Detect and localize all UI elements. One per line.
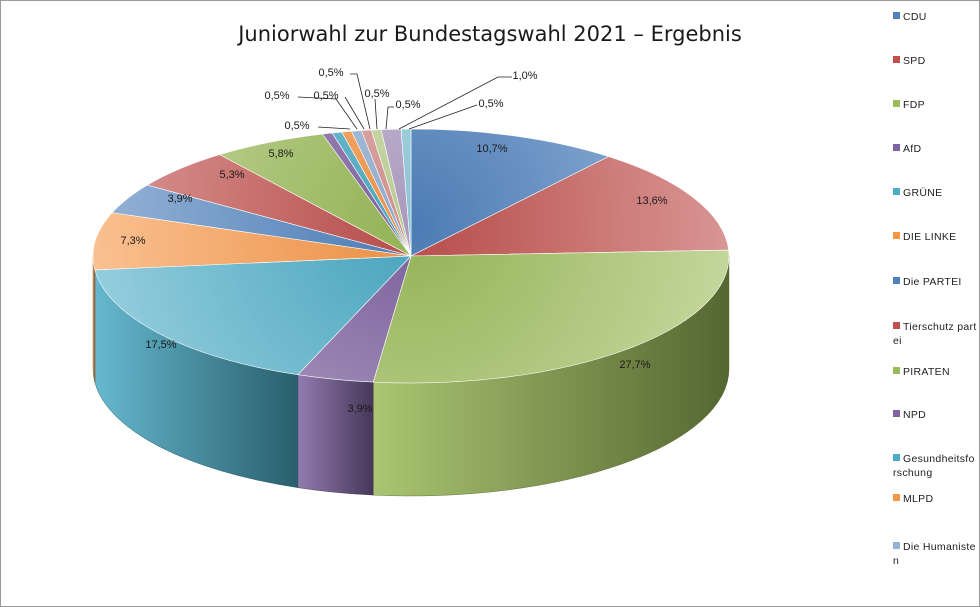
legend-swatch: [893, 367, 900, 374]
chart-title: Juniorwahl zur Bundestagswahl 2021 – Erg…: [238, 22, 742, 46]
legend-item: SPD: [893, 54, 977, 68]
pie-slice-die-linke: [92, 212, 412, 271]
legend-swatch: [893, 188, 900, 195]
leader-line: [317, 126, 351, 130]
legend-label: MLPD: [903, 493, 934, 505]
legend-swatch: [893, 277, 900, 284]
data-label: 0,5%: [395, 99, 420, 111]
pie-side-slice: [297, 374, 374, 496]
data-label: 27,7%: [619, 359, 650, 371]
legend-label: Die PARTEI: [903, 276, 962, 288]
leader-line: [408, 104, 478, 130]
leader-line: [344, 96, 365, 130]
leader-line: [398, 76, 512, 130]
legend-label: AfD: [903, 143, 922, 155]
legend-swatch: [893, 494, 900, 501]
legend-label: Gesundheitsforschung: [893, 453, 975, 479]
legend-item: MLPD: [893, 492, 977, 506]
legend-label: FDP: [903, 99, 925, 111]
legend-swatch: [893, 542, 900, 549]
legend-item: DIE LINKE: [893, 230, 977, 244]
legend-item: NPD: [893, 408, 977, 422]
data-label: 0,5%: [284, 120, 309, 132]
legend-swatch: [893, 144, 900, 151]
pie-slice-fdp: [372, 249, 730, 384]
data-label: 13,6%: [636, 195, 667, 207]
data-label: 7,3%: [120, 235, 145, 247]
data-label: 3,9%: [167, 193, 192, 205]
legend-swatch: [893, 12, 900, 19]
data-label: 3,9%: [347, 403, 372, 415]
legend-swatch: [893, 454, 900, 461]
data-label: 0,5%: [318, 67, 343, 79]
legend-item: FDP: [893, 98, 977, 112]
data-label: 0,5%: [313, 90, 338, 102]
leader-line: [350, 73, 371, 130]
legend-label: CDU: [903, 11, 927, 23]
legend-item: Die Humanisten: [893, 540, 977, 568]
data-labels: 10,7% 13,6% 27,7% 3,9% 17,5% 7,3% 3,9% 5,3% 5,8%…: [120, 67, 667, 415]
legend-swatch: [893, 56, 900, 63]
data-label: 5,3%: [219, 169, 244, 181]
pie-side-slice: [92, 255, 96, 383]
pie-slice-gr-ne: [94, 255, 412, 376]
pie-side-walls: [92, 255, 730, 497]
legend-item: Tierschutz partei: [893, 320, 977, 348]
legend-label: NPD: [903, 409, 927, 421]
legend-swatch: [893, 410, 900, 417]
pie-slice-cdu: [410, 128, 610, 257]
legend-item: GRÜNE: [893, 186, 977, 200]
leader-line: [297, 96, 358, 130]
pie-top: [92, 128, 730, 384]
data-label: 0,5%: [264, 90, 289, 102]
legend-item: Die PARTEI: [893, 275, 977, 289]
legend-item: Gesundheitsforschung: [893, 452, 977, 480]
legend-label: SPD: [903, 55, 926, 67]
legend-label: GRÜNE: [903, 187, 943, 199]
legend-label: PIRATEN: [903, 366, 950, 378]
pie-slice-item-16: [400, 128, 412, 257]
data-label: 0,5%: [364, 88, 389, 100]
data-label: 10,7%: [476, 143, 507, 155]
legend-swatch: [893, 100, 900, 107]
leader-line: [385, 106, 394, 130]
legend-swatch: [893, 322, 900, 329]
legend-label: Tierschutz partei: [893, 321, 977, 347]
legend-label: DIE LINKE: [903, 231, 957, 243]
pie-slice-spd: [410, 156, 729, 257]
data-label: 1,0%: [512, 70, 537, 82]
data-label: 17,5%: [145, 339, 176, 351]
leader-line: [374, 98, 378, 130]
legend-item: CDU: [893, 10, 977, 24]
data-label: 5,8%: [268, 148, 293, 160]
legend-swatch: [893, 232, 900, 239]
legend-item: PIRATEN: [893, 365, 977, 379]
legend-label: Die Humanisten: [893, 541, 976, 567]
data-label: 0,5%: [478, 98, 503, 110]
legend-item: AfD: [893, 142, 977, 156]
